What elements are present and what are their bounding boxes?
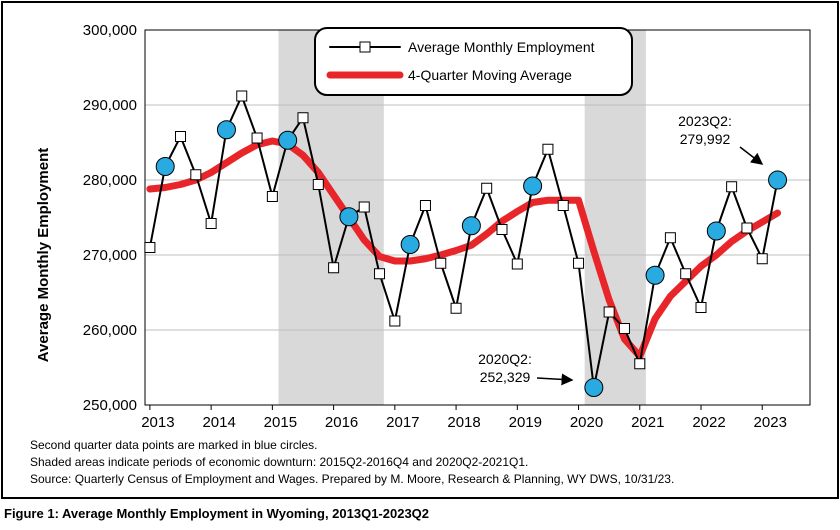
y-tick-label: 270,000 [83, 247, 137, 264]
marker [251, 132, 263, 144]
y-tick-label: 280,000 [83, 172, 137, 189]
x-tick-label: 2018 [447, 414, 480, 431]
highlight-marker [768, 170, 788, 190]
marker [358, 201, 370, 213]
x-tick-label: 2021 [631, 414, 664, 431]
marker [435, 257, 447, 269]
annotation-arrow [536, 373, 574, 386]
annotation: 252,329 [480, 369, 531, 385]
marker [205, 218, 217, 229]
marker [664, 232, 676, 244]
marker [634, 358, 646, 370]
highlight-marker [400, 235, 420, 254]
highlight-marker [339, 207, 359, 227]
marker [297, 112, 309, 124]
y-tick-label: 260,000 [83, 322, 137, 339]
marker [419, 200, 431, 211]
legend: Average Monthly Employment 4-Quarter Movi… [314, 27, 633, 96]
x-tick-label: 2014 [202, 414, 235, 431]
marker [756, 253, 768, 265]
annotation-arrow [739, 146, 764, 165]
plot-area: 250,000 260,000 270,000 280,000 290,000 300,0… [83, 22, 811, 431]
x-tick-label: 2017 [386, 414, 419, 431]
highlight-marker [155, 157, 175, 176]
marker [144, 242, 156, 253]
highlight-marker [584, 378, 604, 398]
legend-label: 4-Quarter Moving Average [408, 67, 572, 83]
legend-label: Average Monthly Employment [408, 39, 595, 55]
marker [695, 302, 707, 313]
series-line [146, 137, 782, 360]
highlight-marker [645, 265, 665, 285]
y-tick-label: 250,000 [83, 397, 137, 414]
highlight-marker [706, 221, 726, 241]
marker [542, 143, 554, 155]
annotation: 2023Q2: [678, 113, 732, 129]
marker [573, 257, 585, 269]
note: Second quarter data points are marked in… [30, 438, 318, 452]
note: Source: Quarterly Census of Employment a… [30, 472, 674, 486]
marker [557, 200, 569, 211]
x-tick-label: 2016 [325, 414, 358, 431]
highlight-marker [461, 216, 481, 236]
marker [511, 258, 523, 270]
marker [190, 169, 202, 181]
highlight-marker [523, 176, 543, 196]
marker [481, 182, 493, 194]
marker [603, 306, 615, 318]
marker [175, 131, 187, 142]
x-tick-label: 2015 [264, 414, 297, 431]
marker [266, 191, 278, 202]
marker [450, 302, 462, 314]
x-tick-label: 2020 [570, 414, 603, 431]
annotation: 279,992 [680, 131, 731, 147]
x-tick-label: 2023 [754, 414, 787, 431]
marker [328, 262, 340, 274]
highlight-marker [216, 120, 236, 140]
y-tick-label: 300,000 [83, 22, 137, 39]
frame [1, 1, 839, 499]
note: Shaded areas indicate periods of economi… [30, 455, 528, 469]
x-tick-label: 2022 [692, 414, 725, 431]
series-line [148, 95, 779, 389]
marker [496, 224, 508, 235]
marker [236, 90, 248, 102]
caption: Figure 1: Average Monthly Employment in … [4, 506, 429, 521]
marker [389, 315, 401, 327]
marker [374, 268, 386, 280]
marker [741, 222, 753, 234]
annotation: 2020Q2: [478, 351, 532, 367]
x-tick-label: 2013 [141, 414, 174, 431]
highlight-marker [278, 130, 298, 150]
marker [312, 179, 324, 190]
legend-swatch-marker [359, 41, 371, 53]
y-axis-label: Average Monthly Employment [35, 148, 52, 362]
x-tick-label: 2019 [509, 414, 542, 431]
y-tick-label: 290,000 [83, 97, 137, 114]
marker [680, 268, 692, 280]
marker [726, 181, 738, 193]
marker [618, 323, 630, 334]
